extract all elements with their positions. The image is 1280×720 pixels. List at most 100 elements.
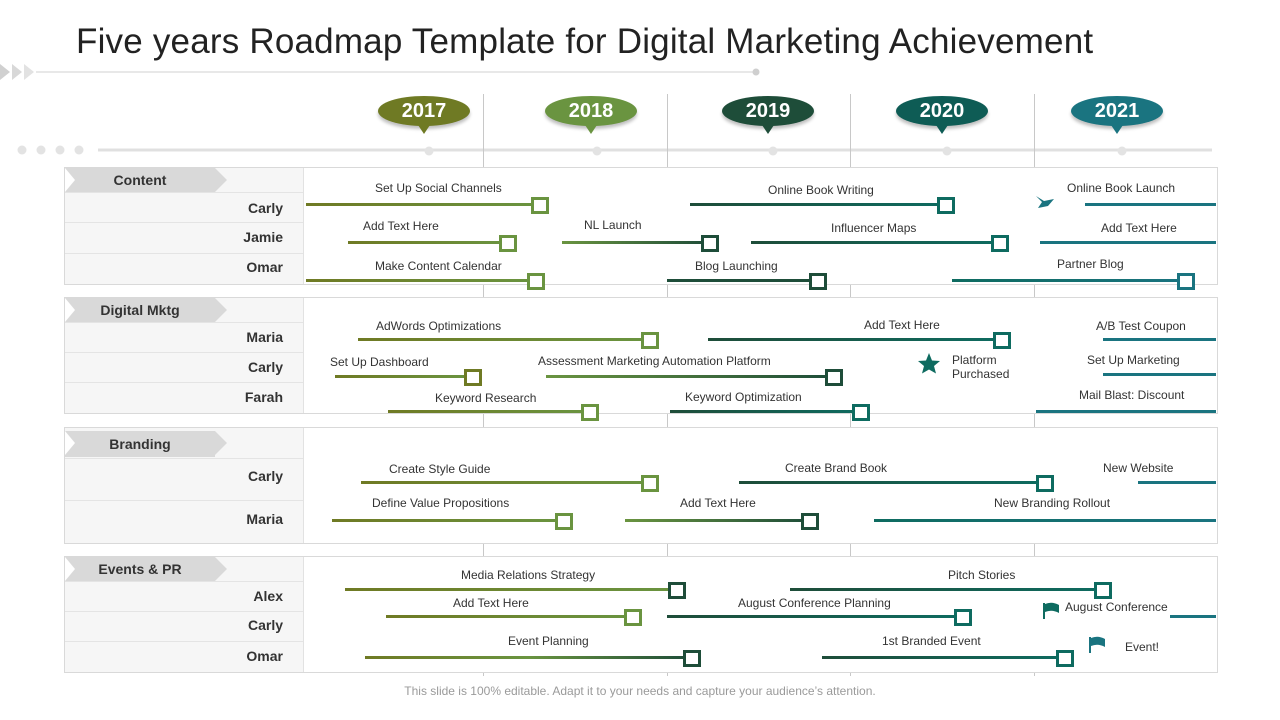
year-marker-2017: 2017 xyxy=(378,96,470,134)
task-bar xyxy=(625,519,809,522)
title-underline-decoration xyxy=(0,64,760,80)
task-bar xyxy=(1103,338,1216,341)
milestone-marker xyxy=(499,235,517,252)
task-bar xyxy=(822,656,1064,659)
person-label: Farah xyxy=(244,389,283,405)
person-label: Carly xyxy=(247,617,283,633)
page-title: Five years Roadmap Template for Digital … xyxy=(76,22,1094,61)
task-label: August Conference xyxy=(1065,600,1168,614)
task-bar xyxy=(332,519,562,522)
task-label: Keyword Research xyxy=(435,391,537,405)
row-divider xyxy=(65,253,303,254)
milestone-marker xyxy=(668,582,686,599)
task-bar xyxy=(348,241,506,244)
task-label: Event! xyxy=(1125,640,1160,654)
task-label: AdWords Optimizations xyxy=(376,319,502,333)
milestone-marker xyxy=(1177,273,1195,290)
task-bar xyxy=(388,410,588,413)
flag-icon xyxy=(1089,636,1105,653)
task-bar xyxy=(1170,615,1216,618)
section-sidebar: Content Carly Jamie Omar xyxy=(65,168,304,284)
task-label: Event Planning xyxy=(508,634,589,648)
task-label: Define Value Propositions xyxy=(372,496,510,510)
row-divider xyxy=(65,641,303,642)
row-divider xyxy=(65,382,303,383)
section-tag: Branding xyxy=(65,431,227,457)
milestone-marker xyxy=(937,197,955,214)
task-bar xyxy=(386,615,632,618)
row-divider xyxy=(65,581,303,582)
bird-icon xyxy=(1036,196,1054,208)
task-label: Set Up Social Channels xyxy=(375,181,502,195)
task-label: Online Book Launch xyxy=(1067,181,1176,195)
task-bar xyxy=(1036,410,1216,413)
year-marker-2021: 2021 xyxy=(1071,96,1163,134)
person-label: Carly xyxy=(247,359,283,375)
task-label: Pitch Stories xyxy=(948,568,1016,582)
task-label: Online Book Writing xyxy=(768,183,874,197)
task-label: 1st Branded Event xyxy=(882,634,981,648)
task-bar xyxy=(1040,241,1216,244)
task-label: Set Up Dashboard xyxy=(330,355,429,369)
task-label: Add Text Here xyxy=(680,496,756,510)
row-divider xyxy=(65,192,303,193)
task-bar xyxy=(546,375,832,378)
person-label: Alex xyxy=(253,588,283,604)
task-label: Influencer Maps xyxy=(831,221,917,235)
task-bar xyxy=(667,279,817,282)
milestone-marker xyxy=(683,650,701,667)
task-label: Set Up Marketing xyxy=(1087,353,1180,367)
milestone-marker xyxy=(624,609,642,626)
milestone-marker xyxy=(1036,475,1054,492)
person-label: Carly xyxy=(247,200,283,216)
milestone-marker xyxy=(852,404,870,421)
task-label: Make Content Calendar xyxy=(375,259,502,273)
section-tag: Digital Mktg xyxy=(65,298,227,322)
milestone-marker xyxy=(641,475,659,492)
star-icon xyxy=(918,353,940,374)
task-bar xyxy=(562,241,708,244)
milestone-marker xyxy=(801,513,819,530)
milestone-marker xyxy=(701,235,719,252)
section-content: Content Carly Jamie Omar xyxy=(64,167,1218,285)
task-bar xyxy=(358,338,648,341)
row-divider xyxy=(65,222,303,223)
milestone-marker xyxy=(993,332,1011,349)
task-label: Partner Blog xyxy=(1057,257,1124,271)
task-label: Create Brand Book xyxy=(785,461,888,475)
flag-icon xyxy=(1043,602,1059,619)
person-label: Omar xyxy=(246,259,283,275)
section-sidebar: Events & PR Alex Carly Omar xyxy=(65,557,304,672)
milestone-marker xyxy=(825,369,843,386)
person-label: Jamie xyxy=(243,229,283,245)
milestone-marker xyxy=(991,235,1009,252)
task-bar xyxy=(739,481,1044,484)
person-label: Maria xyxy=(246,511,283,527)
task-label: Add Text Here xyxy=(453,596,529,610)
person-label: Maria xyxy=(246,329,283,345)
section-tag: Content xyxy=(65,168,227,192)
person-label: Omar xyxy=(246,648,283,664)
task-label: Keyword Optimization xyxy=(685,390,802,404)
milestone-marker xyxy=(581,404,599,421)
row-divider xyxy=(65,500,303,501)
year-marker-2018: 2018 xyxy=(545,96,637,134)
milestone-marker xyxy=(555,513,573,530)
task-label: Media Relations Strategy xyxy=(461,568,596,582)
task-label: New Website xyxy=(1103,461,1174,475)
task-bar xyxy=(952,279,1184,282)
task-label: Platform Purchased xyxy=(952,353,1010,381)
section-tag: Events & PR xyxy=(65,557,227,581)
milestone-marker xyxy=(531,197,549,214)
task-label: Add Text Here xyxy=(864,318,940,332)
task-label: Create Style Guide xyxy=(389,462,491,476)
task-bar xyxy=(1138,481,1216,484)
task-bar xyxy=(365,656,691,659)
task-bar xyxy=(790,588,1101,591)
task-bar xyxy=(335,375,471,378)
task-label: Assessment Marketing Automation Platform xyxy=(538,354,771,368)
timeline-axis xyxy=(17,145,1212,156)
task-label: Add Text Here xyxy=(363,219,439,233)
task-label: Add Text Here xyxy=(1101,221,1177,235)
task-label: New Branding Rollout xyxy=(994,496,1111,510)
